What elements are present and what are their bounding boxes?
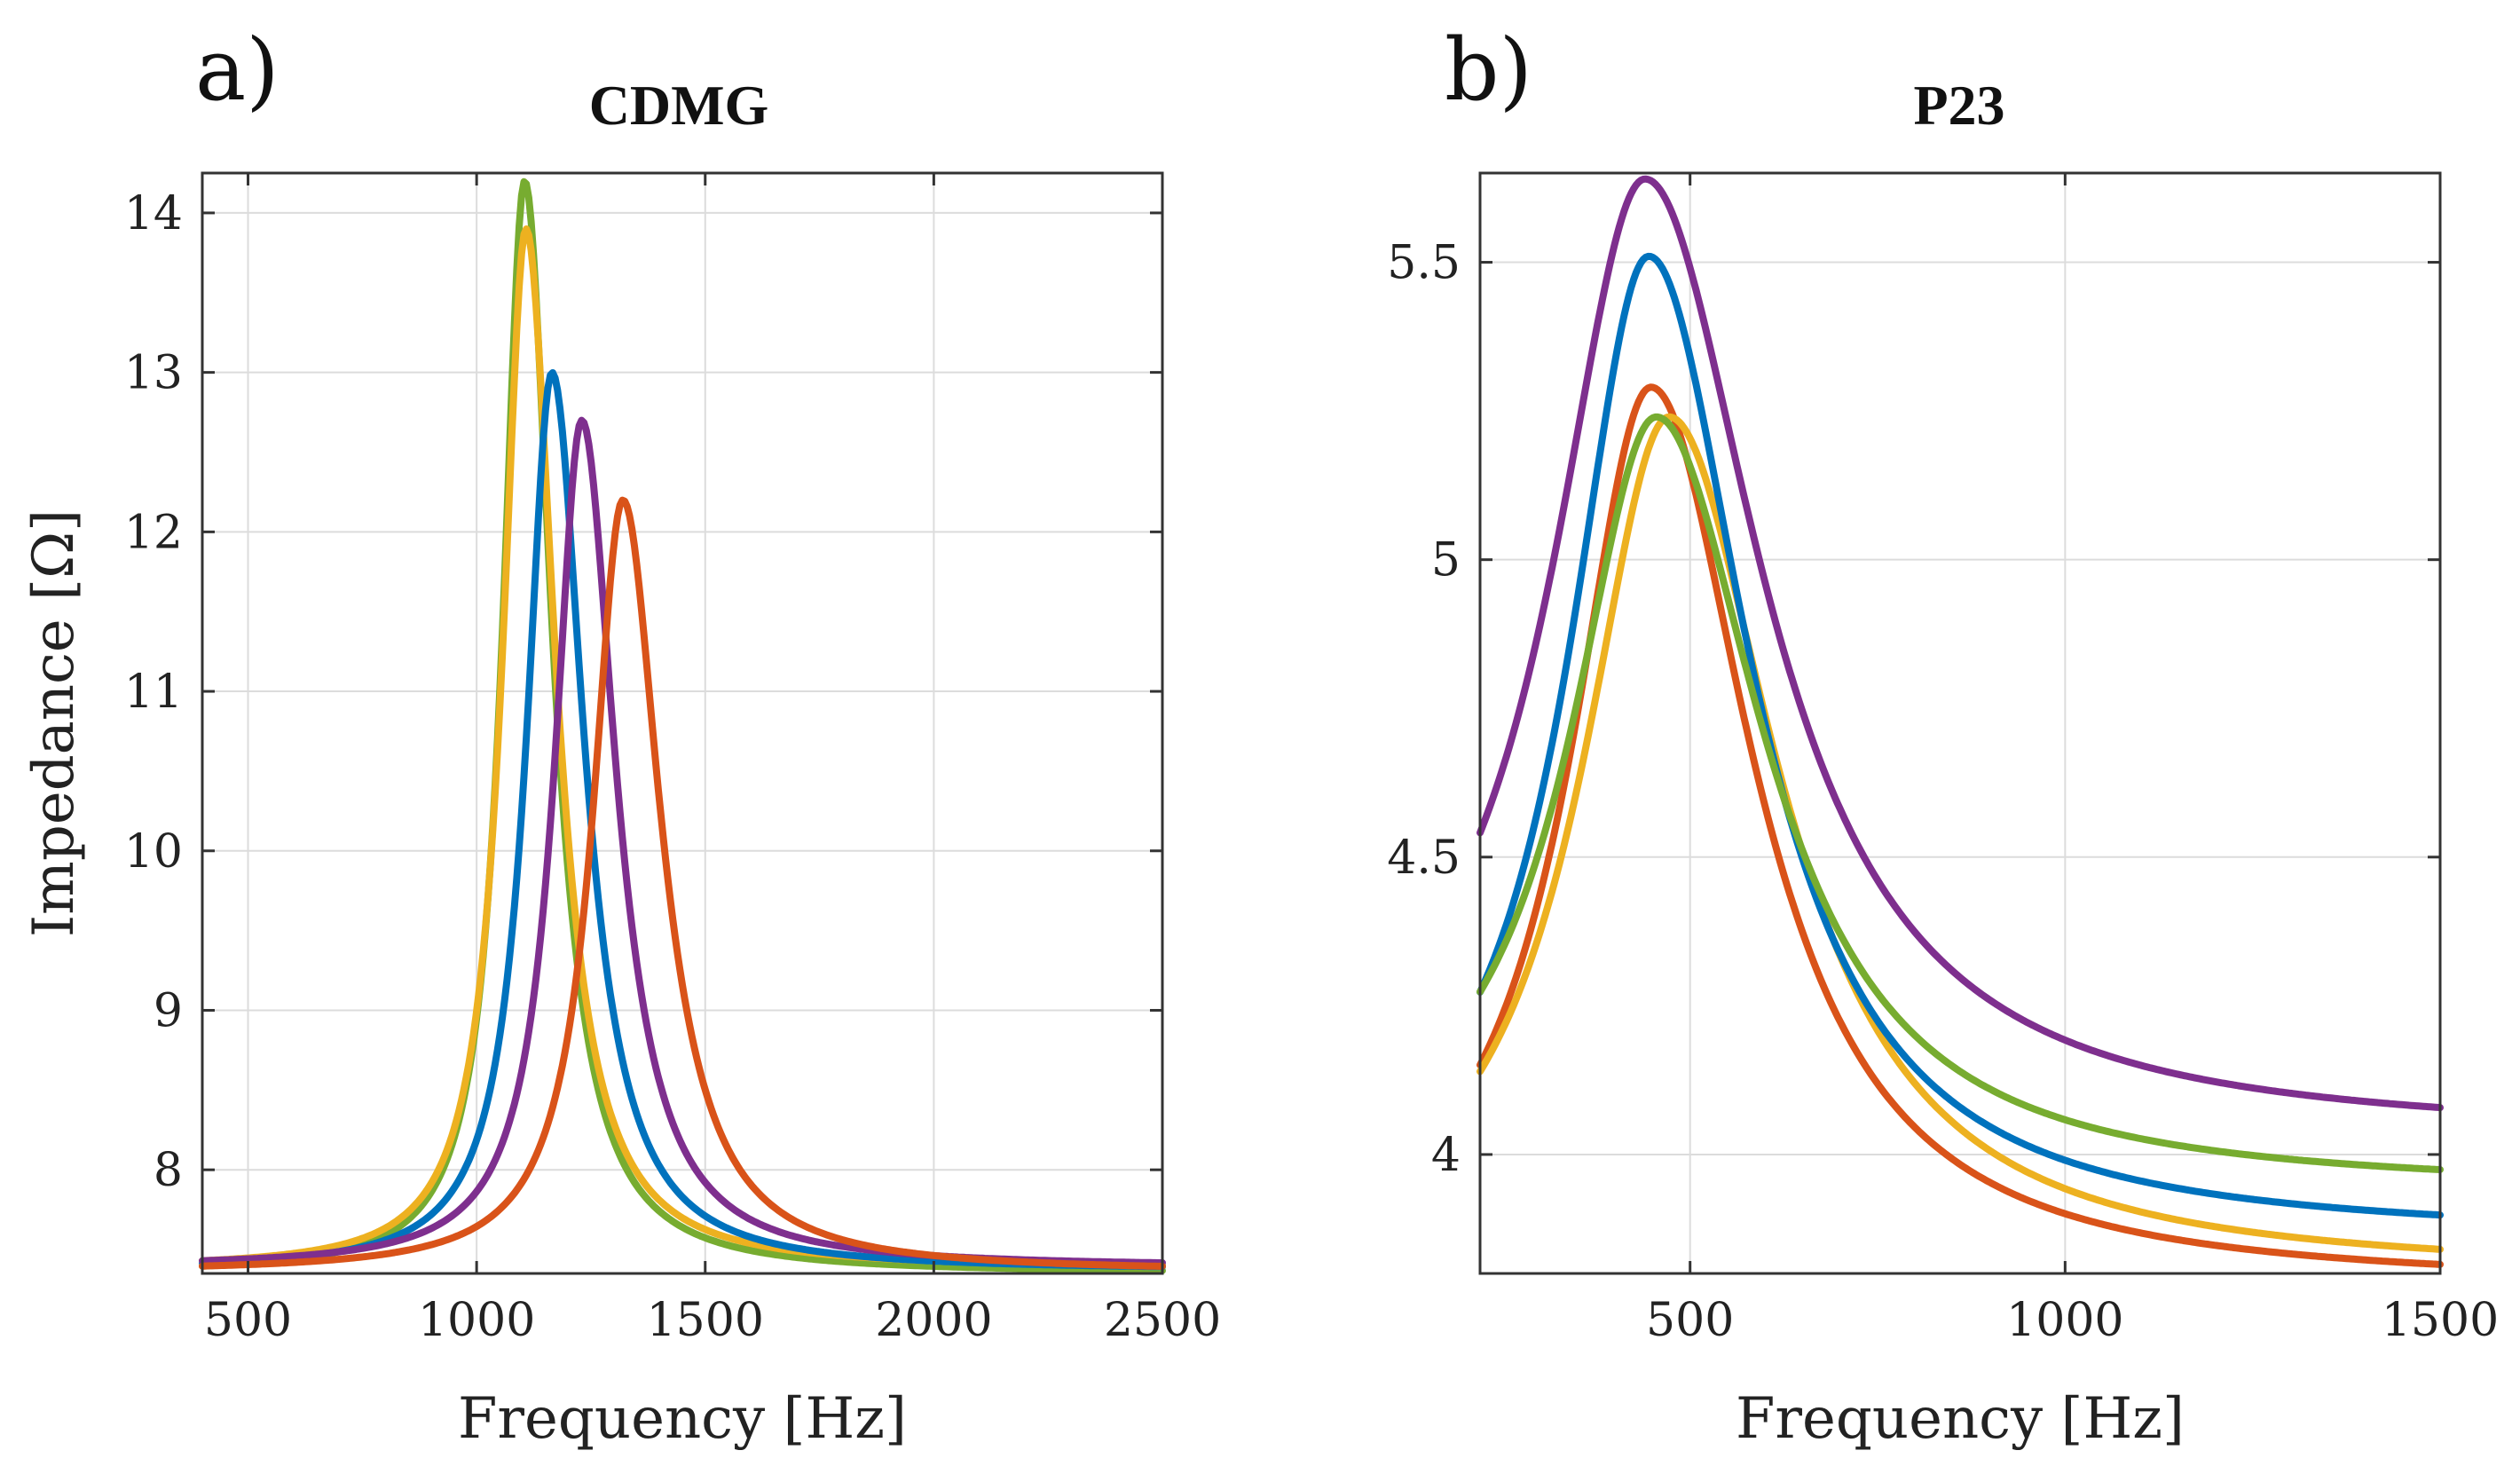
x-axis-label-b: Frequency [Hz]: [1736, 1386, 2185, 1452]
y-tick-label: 12: [124, 506, 183, 559]
x-tick-label: 1500: [647, 1294, 764, 1347]
y-tick-label: 11: [124, 666, 183, 719]
x-tick-label: 500: [204, 1294, 292, 1347]
ticks-a: 500 1000 1500 2000 2500 8 9 10 11 12 13 14: [124, 173, 1221, 1347]
y-axis-label-a: Impedance [Ω]: [21, 509, 87, 937]
x-tick-label: 500: [1646, 1294, 1734, 1347]
series-line-green: [199, 177, 1166, 1274]
series-group-b: [1477, 175, 2444, 1268]
chart-panel-b: b) P23 500 1000 1500 4 4.5 5 5.5 Frequency [Hz…: [1387, 20, 2499, 1452]
x-tick-label: 2000: [875, 1294, 992, 1347]
chart-title-b: P23: [1913, 74, 2004, 137]
series-line-yellow: [1477, 413, 2444, 1253]
y-tick-label: 13: [124, 347, 183, 400]
y-tick-label: 8: [154, 1144, 183, 1197]
series-line-purple: [1477, 175, 2444, 1112]
panel-letter-b: b): [1445, 20, 1532, 120]
x-axis-label-a: Frequency [Hz]: [458, 1386, 907, 1452]
ticks-b: 500 1000 1500 4 4.5 5 5.5: [1387, 173, 2499, 1347]
x-tick-label: 2500: [1104, 1294, 1221, 1347]
plot-frame-a: [201, 171, 1164, 1275]
chart-title-a: CDMG: [589, 74, 769, 137]
y-tick-label: 5: [1431, 534, 1461, 587]
series-line-purple: [199, 416, 1166, 1266]
x-tick-label: 1000: [2006, 1294, 2123, 1347]
series-line-blue: [199, 369, 1166, 1271]
y-tick-label: 9: [154, 984, 183, 1037]
y-tick-label: 10: [124, 825, 183, 879]
series-line-orange: [199, 496, 1166, 1270]
x-tick-label: 1500: [2382, 1294, 2499, 1347]
y-tick-label: 14: [124, 187, 183, 240]
series-line-green: [1477, 413, 2444, 1173]
panel-letter-a: a): [195, 20, 280, 120]
series-line-yellow: [199, 225, 1166, 1269]
y-tick-label: 5.5: [1387, 237, 1461, 290]
series-line-orange: [1477, 383, 2444, 1268]
x-tick-label: 1000: [418, 1294, 535, 1347]
series-group-a: [199, 177, 1166, 1274]
plot-frame-b: [1478, 171, 2442, 1275]
series-line-blue: [1477, 252, 2444, 1219]
grid-a: [202, 173, 1163, 1273]
y-tick-label: 4.5: [1387, 832, 1461, 885]
y-tick-label: 4: [1431, 1129, 1461, 1182]
chart-panel-a: a) CDMG 500 1000 1500 2000 2500891011121314 …: [21, 20, 1221, 1452]
